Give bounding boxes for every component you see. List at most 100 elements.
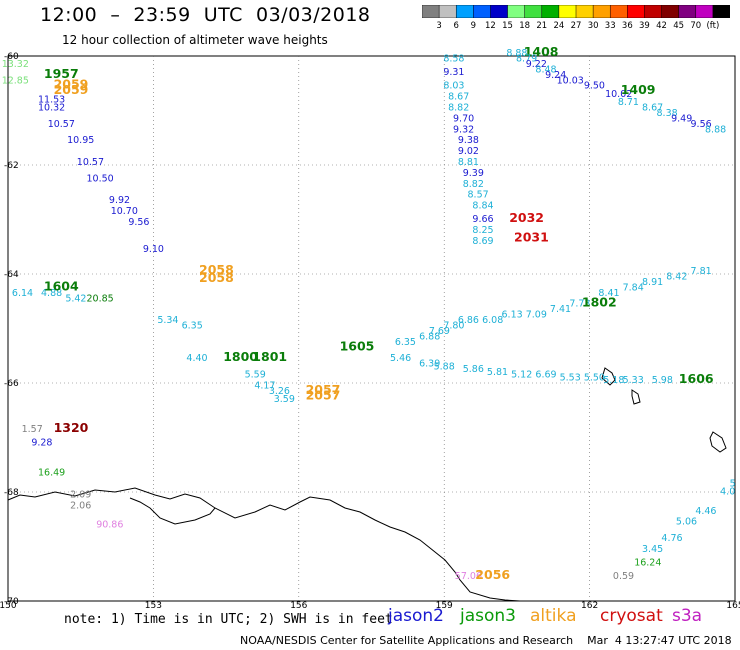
time-label: 1320 [54,420,89,435]
wave-height-label: 8.84 [472,201,493,212]
color-scale-label: 21 [536,21,548,31]
wave-height-label: 5 [730,479,736,490]
wave-height-label: 10.32 [38,103,65,114]
wave-height-label: 4.76 [661,533,682,544]
wave-height-label: 13.32 [2,59,29,70]
wave-height-label: 8.67 [642,103,663,114]
wave-height-label: 6.39 [419,359,440,370]
time-label: 2056 [475,567,510,582]
wave-height-label: 5.88 [434,361,455,372]
time-label: 2058 [199,270,234,285]
wave-height-label: 7.69 [429,326,450,337]
color-scale-label: 70 [690,21,702,31]
color-scale-label: 33 [604,21,616,31]
wave-height-label: 8.71 [618,97,639,108]
color-scale-label: 6 [453,21,459,31]
time-label: 2058 [199,262,234,277]
wave-height-label: 5.42 [65,293,86,304]
wave-height-label: 12.85 [2,75,29,86]
wave-height-label: 0.59 [613,571,634,582]
wave-height-label: 5.86 [463,364,484,375]
color-scale-swatch [712,5,730,18]
wave-height-label: 6.35 [182,321,203,332]
wave-height-label: 6.08 [482,315,503,326]
wave-height-label: 8.91 [642,277,663,288]
wave-height-label: 6.88 [419,331,440,342]
map-frame [7,55,736,602]
color-scale-label: 45 [673,21,685,31]
wave-height-label: 6.14 [12,288,33,299]
wave-height-label: 7.41 [550,304,571,315]
color-scale-label: 12 [485,21,496,31]
latitude-label: -60 [4,52,19,62]
wave-height-label: 2.09 [70,489,91,500]
latitude-label: -66 [4,379,19,389]
wave-height-label: 9.28 [31,438,52,449]
wave-height-label: 6.69 [535,370,556,381]
wave-height-label: 7.81 [691,266,712,277]
wave-height-label: 4.40 [186,353,207,364]
wave-height-label: 8.82 [463,179,484,190]
track-jason2: 8.589.318.038.678.829.709.329.389.028.81… [443,54,548,248]
color-scale-label: 24 [553,21,565,31]
wave-height-label: 8.79 [516,54,537,65]
wave-height-label: 9.56 [691,119,712,130]
wave-height-label: 11.53 [38,94,65,105]
wave-height-label: 9.02 [458,146,479,157]
wave-height-label: 7.80 [443,321,464,332]
page-subtitle: 12 hour collection of altimeter wave hei… [62,33,328,47]
wave-height-label: 8.81 [458,157,479,168]
wave-height-label: 5.33 [623,375,644,386]
wave-height-label: 8.38 [657,108,678,119]
wave-height-label: 9.39 [463,168,484,179]
longitude-label: 162 [581,601,598,610]
wave-height-label: 7.09 [526,310,547,321]
time-label: 1606 [679,371,714,386]
time-label: 1800 [223,349,258,364]
legend-cryosat: cryosat [600,606,663,626]
wave-height-label: 10.70 [111,206,138,217]
wave-height-label: 7.73 [569,299,590,310]
wave-height-label: 2.06 [70,500,91,511]
wave-height-label: 10.03 [557,75,584,86]
coast-bay [129,497,216,525]
island-2 [631,389,641,405]
wave-height-label: 8.67 [448,92,469,103]
wave-height-label: 90.86 [96,519,123,530]
wave-height-label: 8.03 [443,81,464,92]
wave-height-label: 4.17 [254,380,275,391]
wave-height-label: 5.53 [560,372,581,383]
color-scale-label: 36 [621,21,633,31]
time-label: 2031 [514,229,549,244]
wave-height-label: 3.26 [269,386,290,397]
wave-height-label: 3.59 [274,394,295,405]
wave-height-label: 5.06 [676,517,697,528]
wave-height-label: 8.41 [598,288,619,299]
track-altika: 1605 6.35 6.887.697.806.86 6.086.13 7.09 7.41… [340,266,714,386]
wave-height-label: 5.98 [652,375,673,386]
wave-height-label: 5.46 [390,353,411,364]
latitude-label: -62 [4,161,19,171]
wave-height-label: 20.85 [86,293,113,304]
wave-height-label: 9.92 [109,195,130,206]
color-scale-label: (ft) [706,21,720,31]
color-scale-bar [422,5,730,18]
island-1 [601,367,616,386]
wave-height-label: 9.31 [443,67,464,78]
time-label: 2057 [306,387,341,402]
latitude-label: -68 [4,488,19,498]
time-label: 1409 [621,82,656,97]
longitude-label: 159 [436,601,453,610]
wave-height-label: 5.12 [511,370,532,381]
wave-height-label: 8.88 [506,48,527,59]
color-scale-label: 15 [502,21,513,31]
color-scale-label: 3 [436,21,442,31]
wave-height-label: 1.57 [22,424,43,435]
color-scale-label: 9 [470,21,477,31]
wave-height-map[interactable]: -60-62-64-66-68-70150153156159162165 13.… [0,0,740,610]
legend-s3a: s3a [672,606,703,626]
